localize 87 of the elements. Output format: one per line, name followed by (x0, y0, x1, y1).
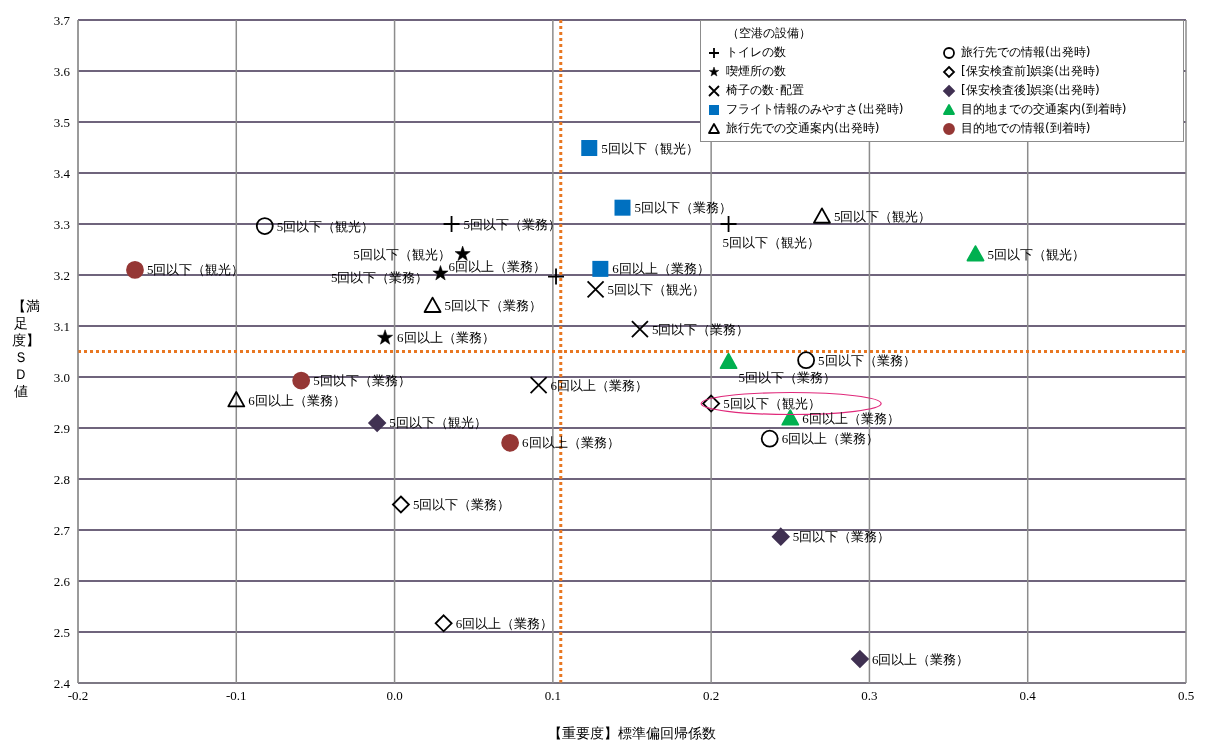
point (292, 371, 311, 390)
y-tick-label: 3.4 (53, 165, 71, 181)
annotation: 6回以上（業務） (522, 435, 620, 451)
annotation: 6回以上（業務） (802, 410, 900, 426)
x-tick-label: 0.3 (861, 688, 878, 704)
point (797, 351, 816, 370)
point (227, 391, 246, 408)
y-tick-label: 3.0 (53, 369, 70, 385)
annotation: 6回以上（業務） (871, 651, 970, 667)
annotation: 5回以下（観光） (723, 396, 821, 412)
annotation: 6回以上（業務） (248, 392, 346, 408)
point (592, 260, 609, 277)
annotation: 5回以下（観光） (353, 246, 451, 262)
annotation: 5回以下（観光） (833, 208, 932, 224)
y-tick-label: 3.3 (53, 216, 70, 232)
point (614, 199, 631, 216)
x-tick-label: 0.5 (1177, 688, 1195, 704)
point (781, 409, 800, 426)
point (702, 394, 721, 413)
legend-label: [保安検査後]娯楽(出発時) (961, 82, 1100, 99)
point (454, 245, 471, 261)
legend-label: 目的地での情報(到着時) (961, 120, 1091, 137)
y-tick-label: 2.8 (53, 471, 70, 487)
legend-title: （空港の設備） (726, 25, 812, 42)
annotation: 5回以下（業務） (412, 497, 511, 513)
y-axis-title: 【満足度】ＳＤ値 (12, 298, 40, 400)
y-tick-label: 2.4 (53, 675, 71, 691)
point (586, 280, 605, 299)
point (377, 329, 393, 345)
legend-label: 旅行先での情報(出発時) (961, 44, 1091, 61)
y-tick-label: 3.2 (53, 267, 70, 283)
point (434, 614, 453, 633)
annotation: 5回以下（観光） (146, 262, 245, 278)
annotation: 5回以下（観光） (389, 415, 487, 431)
x-tick-label: -0.2 (67, 688, 89, 704)
point (255, 217, 274, 235)
annotation: 6回以上（業務） (397, 330, 495, 346)
annotation: 5回以下（観光） (607, 281, 706, 297)
y-tick-label: 3.7 (53, 12, 71, 28)
y-tick-label: 2.5 (53, 624, 70, 640)
point (760, 429, 779, 448)
point (719, 352, 738, 369)
y-tick-label: 3.6 (53, 63, 71, 79)
annotation: 6回以上（業務） (781, 431, 880, 447)
point (966, 245, 985, 262)
point (529, 376, 548, 395)
legend-label: フライト情報のみやすさ(出発時) (726, 101, 904, 118)
point (851, 650, 869, 668)
point (368, 414, 387, 432)
legend-label: 目的地までの交通案内(到着時) (961, 101, 1127, 118)
annotation: 6回以上（業務） (550, 377, 649, 393)
annotation: 5回以下（業務） (792, 529, 891, 545)
y-tick-label: 3.5 (53, 114, 70, 130)
x-tick-label: 0.2 (703, 688, 720, 704)
annotation: 6回以上（業務） (455, 615, 554, 631)
legend-label: [保安検査前]娯楽(出発時) (961, 63, 1100, 80)
x-tick-label: 0.4 (1019, 688, 1037, 704)
point (432, 265, 449, 281)
legend-label: 喫煙所の数 (726, 63, 786, 80)
y-tick-label: 2.7 (53, 522, 71, 538)
annotation: 5回以下（業務） (444, 298, 543, 314)
legend-label: トイレの数 (726, 44, 786, 61)
point (813, 207, 831, 224)
annotation: 6回以上（業務） (612, 261, 710, 277)
x-tick-label: 0.0 (386, 688, 403, 704)
point (631, 320, 649, 338)
x-axis-title: 【重要度】標準偏回帰係数 (547, 725, 717, 743)
annotation: 5回以下（業務） (818, 352, 916, 368)
x-tick-label: -0.1 (225, 688, 247, 704)
annotation: 5回以下（業務） (313, 373, 411, 389)
annotation: 5回以下（観光） (601, 140, 699, 156)
annotation: 5回以下（観光） (987, 246, 1085, 262)
annotation: 6回以上（業務） (448, 259, 547, 275)
point (581, 140, 598, 157)
point (423, 296, 442, 313)
y-tick-label: 2.9 (53, 420, 70, 436)
point (126, 261, 144, 279)
annotation: 5回以下（業務） (634, 200, 732, 216)
y-tick-label: 2.6 (53, 573, 71, 589)
x-tick-label: 0.1 (544, 688, 561, 704)
legend-label: 椅子の数･配置 (726, 82, 804, 99)
point (392, 495, 410, 514)
y-tick-label: 3.1 (53, 318, 70, 334)
point (501, 433, 520, 452)
annotation: 5回以下（観光） (722, 234, 821, 250)
point (771, 527, 790, 546)
legend-label: 旅行先での交通案内(出発時) (726, 120, 880, 137)
